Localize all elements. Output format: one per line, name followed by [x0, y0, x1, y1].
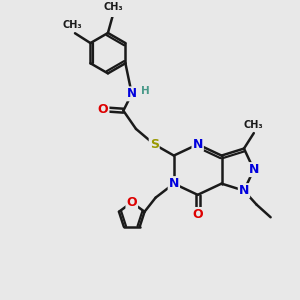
Text: N: N — [169, 177, 179, 190]
Text: CH₃: CH₃ — [62, 20, 82, 31]
Text: N: N — [193, 138, 203, 151]
Text: N: N — [249, 163, 259, 176]
Text: N: N — [127, 87, 137, 100]
Text: CH₃: CH₃ — [244, 120, 264, 130]
Text: H: H — [141, 86, 149, 96]
Text: S: S — [150, 138, 159, 151]
Text: O: O — [98, 103, 109, 116]
Text: N: N — [239, 184, 249, 197]
Text: CH₃: CH₃ — [103, 2, 123, 12]
Text: O: O — [192, 208, 203, 221]
Text: O: O — [127, 196, 137, 209]
